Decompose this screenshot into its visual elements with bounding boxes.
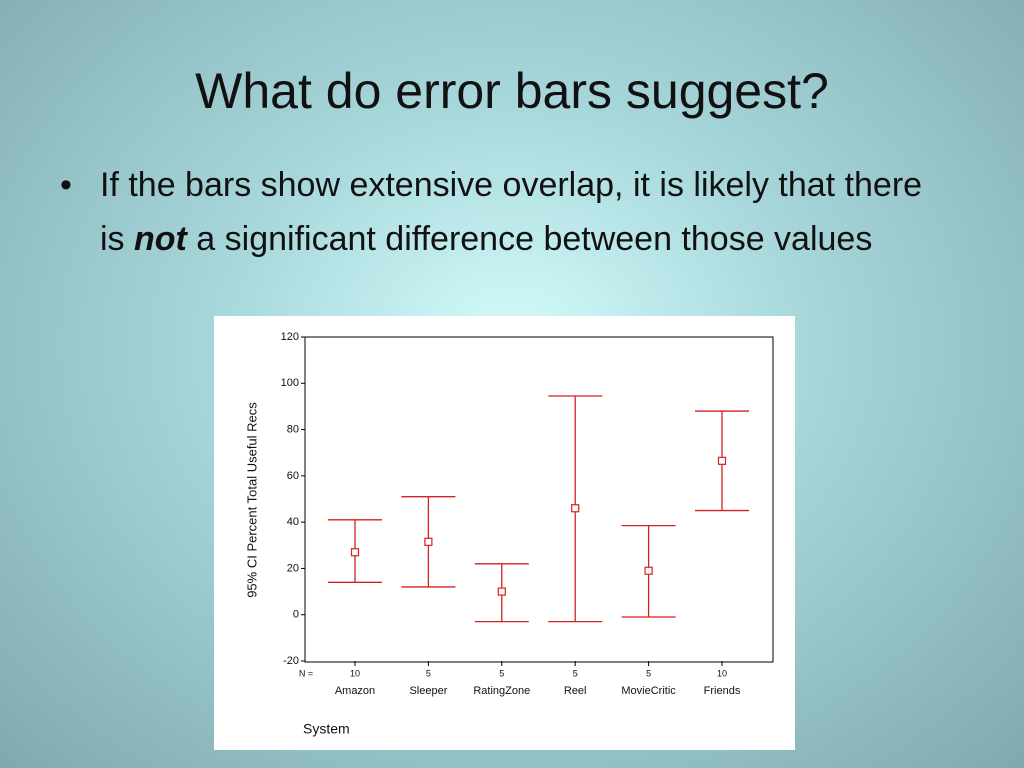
x-tick-label: Amazon: [335, 685, 375, 697]
y-tick-label: 100: [281, 377, 299, 389]
bullet-text: If the bars show extensive overlap, it i…: [100, 166, 923, 258]
x-tick-label: MovieCritic: [621, 685, 676, 697]
x-tick-label: Reel: [564, 685, 587, 697]
chart-background: [214, 316, 795, 750]
y-tick-label: 20: [287, 562, 299, 574]
y-tick-label: 80: [287, 423, 299, 435]
y-tick-label: 0: [293, 609, 299, 621]
x-tick-label: Friends: [704, 685, 741, 697]
n-label: N =: [299, 668, 313, 678]
n-value: 5: [646, 668, 651, 678]
y-tick-label: -20: [283, 655, 299, 667]
y-axis-label: 95% CI Percent Total Useful Recs: [244, 402, 259, 598]
x-tick-label: RatingZone: [473, 685, 530, 697]
y-tick-label: 40: [287, 516, 299, 528]
y-tick-label: 60: [287, 470, 299, 482]
x-tick-label: Sleeper: [409, 685, 447, 697]
y-tick-label: 120: [281, 331, 299, 343]
slide-title: What do error bars suggest?: [195, 63, 829, 119]
n-value: 5: [499, 668, 504, 678]
mean-marker: [497, 587, 506, 596]
n-value: 5: [426, 668, 431, 678]
mean-marker: [350, 548, 360, 557]
mean-marker: [644, 566, 653, 575]
mean-marker: [717, 456, 727, 465]
bullet-text: a significant difference between those v…: [186, 220, 873, 258]
x-axis-label: System: [303, 721, 350, 737]
plot-frame: [304, 336, 774, 663]
bullet-emphasis: not: [134, 220, 187, 258]
n-value: 10: [717, 668, 727, 678]
mean-marker: [424, 537, 433, 546]
n-value: 5: [573, 668, 578, 678]
mean-marker: [571, 504, 580, 513]
bullet: If the bars show extensive overlap, it i…: [60, 158, 940, 266]
n-value: 10: [350, 668, 360, 678]
